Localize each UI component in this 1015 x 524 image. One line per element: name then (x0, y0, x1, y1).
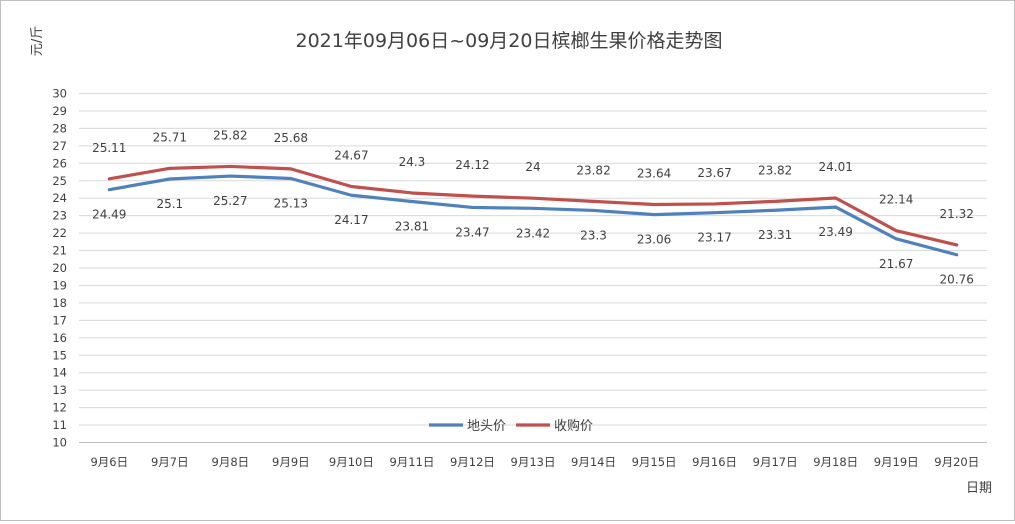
data-label: 23.82 (576, 163, 610, 177)
y-tick-label: 27 (52, 139, 67, 153)
x-tick-label: 9月7日 (151, 455, 189, 469)
legend-label: 地头价 (467, 419, 506, 434)
data-label: 24 (525, 160, 540, 174)
y-tick-label: 24 (52, 191, 67, 205)
series-line-1 (107, 164, 959, 247)
y-tick-label: 13 (52, 383, 67, 397)
data-label: 25.13 (274, 196, 308, 210)
data-label: 23.42 (516, 226, 550, 240)
x-tick-label: 9月11日 (389, 455, 434, 469)
data-label: 23.64 (637, 166, 671, 180)
y-tick-label: 19 (52, 278, 67, 292)
data-label: 25.68 (274, 131, 308, 145)
x-tick-label: 9月15日 (632, 455, 677, 469)
legend: 地头价 收购价 (429, 418, 593, 434)
y-tick-label: 26 (52, 156, 67, 170)
y-tick-label: 21 (52, 244, 67, 258)
data-label: 23.82 (758, 163, 792, 177)
x-axis-title: 日期 (966, 481, 992, 496)
data-label: 25.27 (213, 194, 247, 208)
data-label: 23.06 (637, 233, 671, 247)
data-label: 24.49 (92, 208, 126, 222)
data-label: 23.49 (818, 225, 852, 239)
data-label: 24.67 (334, 149, 368, 163)
data-label: 20.76 (940, 273, 974, 287)
data-label: 24.01 (818, 160, 852, 174)
y-tick-label: 28 (52, 121, 67, 135)
gridlines (79, 93, 987, 443)
data-label: 25.82 (213, 128, 247, 142)
y-tick-label: 20 (52, 261, 67, 275)
x-tick-label: 9月8日 (212, 455, 250, 469)
y-tick-label: 12 (52, 401, 67, 415)
y-tick-label: 22 (52, 226, 67, 240)
x-tick-label: 9月9日 (272, 455, 310, 469)
y-tick-label: 17 (52, 313, 67, 327)
data-label: 22.14 (879, 193, 913, 207)
data-label: 23.31 (758, 228, 792, 242)
y-axis-ticks: 10 11 12 13 14 15 16 17 18 19 20 21 22 23 24 25 26 27 28 29… (52, 87, 67, 450)
data-label: 24.17 (334, 213, 368, 227)
data-label: 25.71 (153, 130, 187, 144)
y-tick-label: 16 (52, 331, 67, 345)
y-tick-label: 23 (52, 209, 67, 223)
x-tick-label: 9月19日 (874, 455, 919, 469)
data-label: 21.67 (879, 257, 913, 271)
x-tick-label: 9月14日 (571, 455, 616, 469)
y-tick-label: 18 (52, 296, 67, 310)
chart-title: 2021年09月06日~09月20日槟榔生果价格走势图 (296, 30, 723, 52)
y-tick-label: 15 (52, 348, 67, 362)
x-tick-label: 9月13日 (511, 455, 556, 469)
y-tick-label: 10 (52, 436, 67, 450)
y-tick-label: 14 (52, 366, 67, 380)
x-tick-label: 9月10日 (329, 455, 374, 469)
x-tick-label: 9月16日 (692, 455, 737, 469)
y-tick-label: 25 (52, 174, 67, 188)
x-tick-label: 9月12日 (450, 455, 495, 469)
x-axis-ticks: 9月6日 9月7日 9月8日 9月9日 9月10日 9月11日 9月12日 9月13日 9月14… (90, 455, 979, 469)
data-label: 23.81 (395, 220, 429, 234)
data-label: 23.47 (455, 225, 489, 239)
y-tick-label: 30 (52, 87, 67, 101)
data-labels: 24.49 25.1 25.27 25.13 24.17 23.81 23.47 23.42 2… (92, 128, 974, 286)
data-label: 23.67 (697, 166, 731, 180)
series-lines (107, 164, 959, 257)
y-axis-title: 元/斤 (30, 26, 45, 56)
x-tick-label: 9月6日 (90, 455, 128, 469)
x-tick-label: 9月17日 (753, 455, 798, 469)
y-tick-label: 11 (52, 418, 67, 432)
legend-label: 收购价 (554, 418, 593, 434)
data-label: 21.32 (940, 207, 974, 221)
y-tick-label: 29 (52, 104, 67, 118)
data-label: 25.11 (92, 141, 126, 155)
data-label: 24.12 (455, 158, 489, 172)
x-tick-label: 9月20日 (934, 455, 979, 469)
data-label: 25.1 (156, 197, 183, 211)
data-label: 23.17 (697, 231, 731, 245)
data-label: 23.3 (580, 228, 607, 242)
series-line-0 (107, 174, 959, 257)
x-tick-label: 9月18日 (813, 455, 858, 469)
data-label: 24.3 (399, 155, 426, 169)
